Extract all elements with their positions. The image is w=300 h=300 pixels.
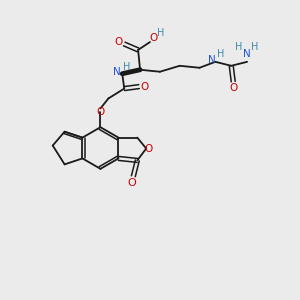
Text: H: H — [251, 42, 259, 52]
Text: H: H — [122, 62, 130, 72]
Text: N: N — [208, 55, 215, 65]
Text: H: H — [236, 42, 243, 52]
Text: O: O — [140, 82, 148, 92]
Text: O: O — [127, 178, 136, 188]
Text: O: O — [96, 107, 105, 117]
Text: O: O — [144, 143, 152, 154]
Text: H: H — [157, 28, 165, 38]
Text: O: O — [229, 82, 237, 93]
Text: N: N — [113, 67, 121, 77]
Text: O: O — [150, 33, 158, 43]
Text: N: N — [243, 49, 251, 59]
Text: H: H — [217, 49, 224, 59]
Text: O: O — [114, 37, 122, 47]
